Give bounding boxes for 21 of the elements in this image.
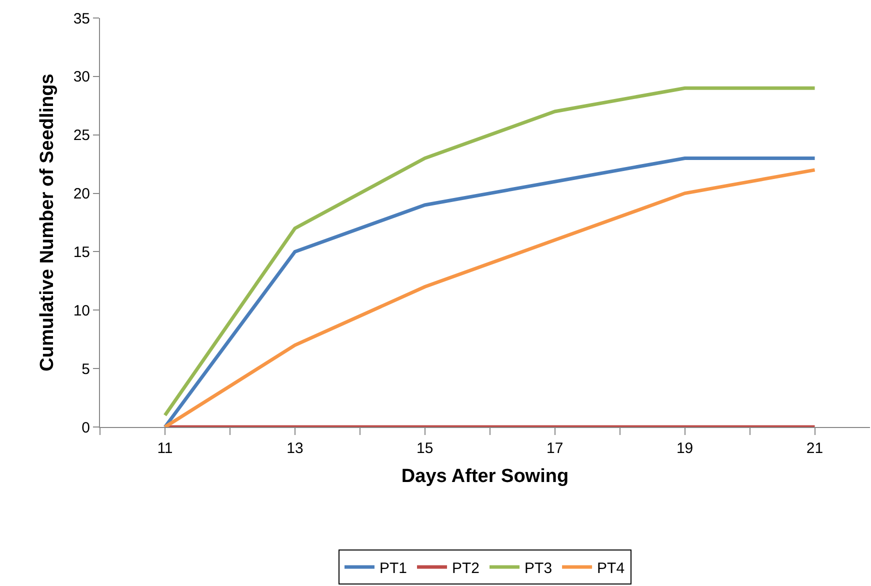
y-tick-label: 35 [73,10,90,28]
legend-label: PT2 [452,560,480,577]
y-tick-label: 15 [73,244,90,261]
legend-label: PT1 [380,560,408,577]
y-tick-label: 30 [73,68,90,86]
y-tick-label: 10 [73,302,90,320]
y-tick-label: 0 [82,419,90,436]
y-axis-title: Cumulative Number of Seedlings [37,74,58,372]
x-tick-label: 19 [676,440,694,457]
y-tick-label: 20 [73,186,90,203]
x-tick-label: 13 [286,440,304,457]
legend-label: PT3 [524,560,552,577]
x-tick-label: 17 [546,440,564,457]
x-axis-title: Days After Sowing [401,466,569,487]
line-series [163,86,817,418]
x-tick-label: 11 [157,440,173,457]
x-tick-label: 21 [806,440,824,457]
y-tick-label: 25 [73,127,90,144]
x-tick-label: 15 [416,440,434,457]
y-tick-label: 5 [82,360,90,378]
legend-label: PT4 [597,560,625,577]
